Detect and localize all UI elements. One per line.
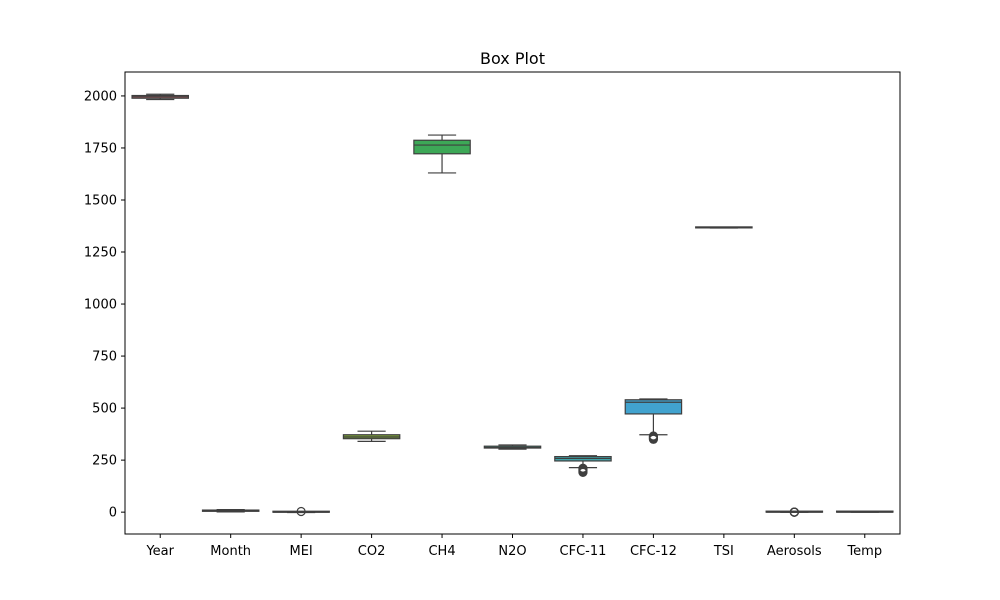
box-year — [131, 93, 190, 101]
y-tick-label-1500: 1500 — [84, 193, 117, 208]
box-month — [201, 509, 260, 513]
y-tick-label-750: 750 — [92, 350, 117, 365]
y-tick-label-1250: 1250 — [84, 246, 117, 261]
x-tick-label-n2o: N2O — [498, 544, 526, 559]
y-tick-label-1750: 1750 — [84, 141, 117, 156]
outlier-cfc-11-5 — [578, 463, 588, 473]
chart-title: Box Plot — [480, 49, 545, 68]
x-tick-label-aerosols: Aerosols — [767, 544, 822, 559]
x-tick-label-year: Year — [145, 544, 174, 559]
box-tsi — [695, 226, 753, 229]
x-tick-label-cfc-12: CFC-12 — [630, 544, 677, 559]
box-cfc-11 — [554, 455, 612, 477]
outlier-aerosols-3 — [789, 507, 799, 517]
x-tick-label-mei: MEI — [290, 544, 313, 559]
x-tick-label-month: Month — [210, 544, 251, 559]
box-aerosols — [765, 507, 824, 517]
x-tick-label-ch4: CH4 — [428, 544, 455, 559]
x-axis: Year Month MEI CO2 CH4 N2O CFC-11 CFC-12 TSI Aero… — [145, 534, 882, 559]
box-mei — [272, 506, 330, 517]
outlier-mei-0 — [296, 506, 306, 517]
x-tick-label-tsi: TSI — [713, 544, 734, 559]
plot-area — [131, 93, 894, 517]
axes-frame — [124, 71, 901, 535]
outlier-cfc-12-4 — [648, 431, 659, 441]
box-cfc-12 — [624, 398, 683, 444]
x-tick-label-temp: Temp — [846, 544, 882, 559]
x-tick-label-co2: CO2 — [358, 544, 386, 559]
box-temp — [835, 510, 894, 513]
y-axis: 0 250 500 750 1000 1250 1500 1750 2000 — [84, 89, 125, 521]
box-ch4 — [413, 134, 471, 174]
y-tick-label-2000: 2000 — [84, 89, 117, 104]
y-tick-label-0: 0 — [109, 506, 117, 521]
box-body-cfc-12 — [624, 399, 683, 415]
box-body-ch4 — [413, 139, 471, 155]
box-co2 — [342, 430, 401, 442]
box-n2o — [483, 444, 542, 450]
x-tick-label-cfc-11: CFC-11 — [560, 544, 607, 559]
y-tick-label-250: 250 — [92, 454, 117, 469]
y-tick-label-500: 500 — [92, 402, 117, 417]
y-tick-label-1000: 1000 — [84, 298, 117, 313]
